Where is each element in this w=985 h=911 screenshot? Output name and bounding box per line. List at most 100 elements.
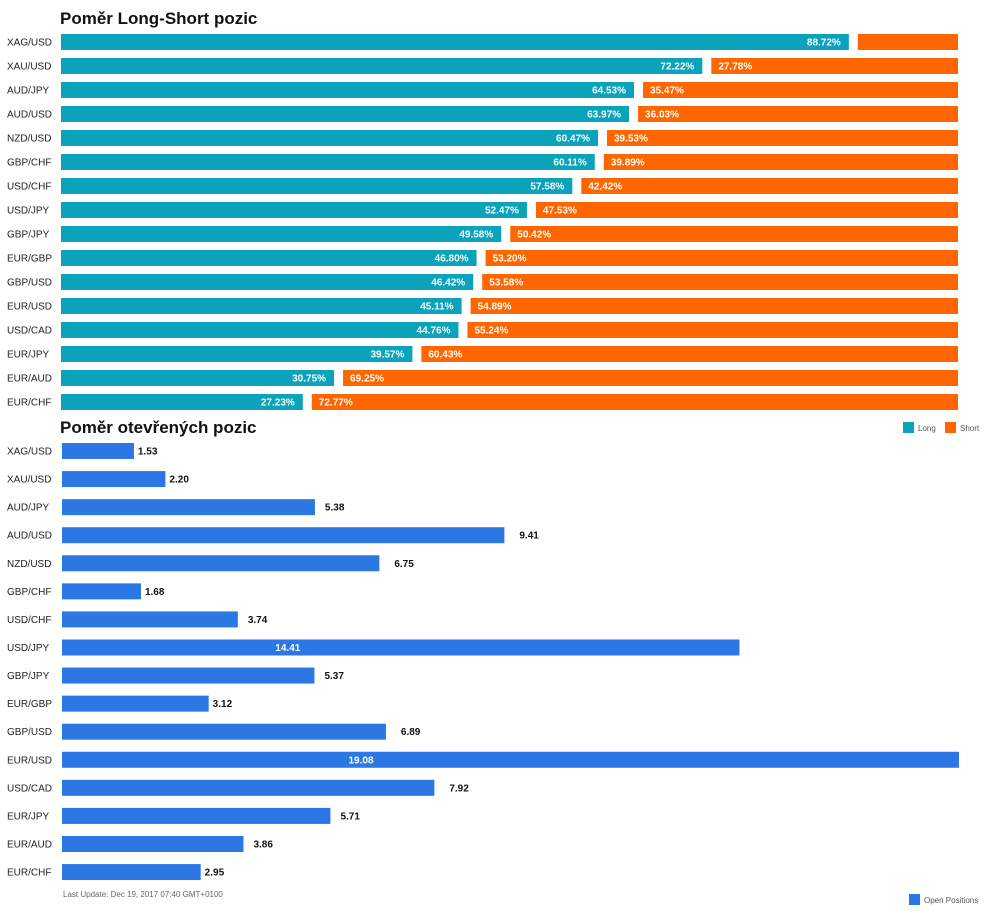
long-bar xyxy=(61,130,598,146)
long-short-legend: Long Short xyxy=(903,422,980,433)
open-positions-bar xyxy=(62,611,238,628)
open-positions-value-label: 2.20 xyxy=(169,475,189,486)
category-label: USD/JPY xyxy=(7,206,50,217)
category-label: GBP/USD xyxy=(7,278,52,289)
category-label: EUR/USD xyxy=(7,302,52,313)
long-short-chart-title: Poměr Long-Short pozic xyxy=(60,9,257,28)
category-label: USD/CHF xyxy=(7,615,51,626)
open-positions-value-label: 2.95 xyxy=(205,868,225,879)
open-positions-value-label: 19.08 xyxy=(348,755,373,766)
long-value-label: 30.75% xyxy=(292,374,326,385)
legend-swatch-open-positions xyxy=(909,894,920,905)
category-label: AUD/JPY xyxy=(7,86,50,97)
open-positions-value-label: 5.37 xyxy=(324,671,344,682)
long-bar xyxy=(61,82,635,98)
legend-label-long: Long xyxy=(918,424,936,433)
long-bar xyxy=(61,250,477,266)
short-bar xyxy=(581,178,958,194)
open-positions-bar xyxy=(62,583,141,600)
short-bar xyxy=(606,130,958,146)
open-positions-bar xyxy=(62,639,740,656)
short-value-label: 35.47% xyxy=(650,86,684,97)
long-value-label: 46.42% xyxy=(431,278,465,289)
long-value-label: 57.58% xyxy=(530,182,564,193)
open-positions-bar xyxy=(62,667,315,684)
open-positions-value-label: 1.53 xyxy=(138,447,158,458)
category-label: AUD/JPY xyxy=(7,503,50,514)
long-value-label: 49.58% xyxy=(459,230,493,241)
legend-label-short: Short xyxy=(960,424,980,433)
short-value-label: 60.43% xyxy=(428,350,462,361)
open-positions-bar xyxy=(62,555,380,572)
short-value-label: 69.25% xyxy=(350,374,384,385)
long-bar xyxy=(61,274,474,290)
category-label: USD/CHF xyxy=(7,182,51,193)
open-positions-value-label: 1.68 xyxy=(145,587,165,598)
category-label: GBP/JPY xyxy=(7,230,50,241)
open-positions-legend: Open Positions xyxy=(909,894,978,905)
short-bar xyxy=(343,370,958,386)
open-positions-bar xyxy=(62,499,315,516)
long-short-chart: XAG/USD 88.72% XAU/USD 72.22% 27.78% AUD/JPY 6… xyxy=(7,34,959,410)
open-positions-value-label: 5.71 xyxy=(340,811,360,822)
long-bar xyxy=(61,370,335,386)
long-value-label: 63.97% xyxy=(587,110,621,121)
category-label: XAU/USD xyxy=(7,62,51,73)
open-positions-value-label: 9.41 xyxy=(519,531,539,542)
category-label: XAU/USD xyxy=(7,475,51,486)
short-bar xyxy=(643,82,958,98)
open-positions-value-label: 14.41 xyxy=(275,643,300,654)
long-value-label: 45.11% xyxy=(420,302,453,313)
open-positions-bar xyxy=(62,527,505,544)
open-positions-bar xyxy=(62,807,331,824)
long-bar xyxy=(61,202,527,218)
long-value-label: 60.47% xyxy=(556,134,590,145)
short-value-label: 55.24% xyxy=(474,326,508,337)
long-value-label: 60.11% xyxy=(553,158,586,169)
category-label: EUR/JPY xyxy=(7,811,50,822)
category-label: EUR/CHF xyxy=(7,398,51,409)
long-bar xyxy=(61,226,502,242)
short-value-label: 53.58% xyxy=(489,278,523,289)
last-update-text: Last Update: Dec 19, 2017 07:40 GMT+0100 xyxy=(63,890,223,899)
short-bar xyxy=(603,154,958,170)
long-value-label: 52.47% xyxy=(485,206,519,217)
open-positions-value-label: 3.74 xyxy=(248,615,268,626)
open-positions-bar xyxy=(62,695,209,712)
open-positions-value-label: 6.75 xyxy=(394,559,414,570)
open-positions-bar xyxy=(62,864,201,881)
category-label: NZD/USD xyxy=(7,559,51,570)
short-value-label: 39.53% xyxy=(614,134,648,145)
long-bar xyxy=(61,322,459,338)
short-bar xyxy=(857,34,958,50)
short-value-label: 50.42% xyxy=(517,230,551,241)
long-bar xyxy=(61,298,462,314)
short-value-label: 36.03% xyxy=(645,110,679,121)
category-label: EUR/GBP xyxy=(7,699,52,710)
open-positions-bar xyxy=(62,779,435,796)
category-label: EUR/JPY xyxy=(7,350,50,361)
category-label: GBP/CHF xyxy=(7,158,51,169)
short-bar xyxy=(421,346,958,362)
legend-swatch-short xyxy=(945,422,956,433)
category-label: AUD/USD xyxy=(7,110,52,121)
category-label: EUR/AUD xyxy=(7,374,52,385)
open-positions-value-label: 5.38 xyxy=(325,503,345,514)
long-bar xyxy=(61,106,630,122)
category-label: AUD/USD xyxy=(7,531,52,542)
category-label: GBP/JPY xyxy=(7,671,50,682)
open-positions-bar xyxy=(62,471,166,488)
category-label: USD/JPY xyxy=(7,643,50,654)
short-bar xyxy=(470,298,958,314)
long-value-label: 44.76% xyxy=(417,326,451,337)
short-bar xyxy=(311,394,959,410)
short-value-label: 47.53% xyxy=(543,206,577,217)
long-value-label: 39.57% xyxy=(370,350,404,361)
long-bar xyxy=(61,394,303,410)
open-positions-value-label: 3.12 xyxy=(213,699,233,710)
category-label: GBP/USD xyxy=(7,727,52,738)
long-bar xyxy=(61,346,413,362)
category-label: USD/CAD xyxy=(7,783,52,794)
category-label: NZD/USD xyxy=(7,134,51,145)
